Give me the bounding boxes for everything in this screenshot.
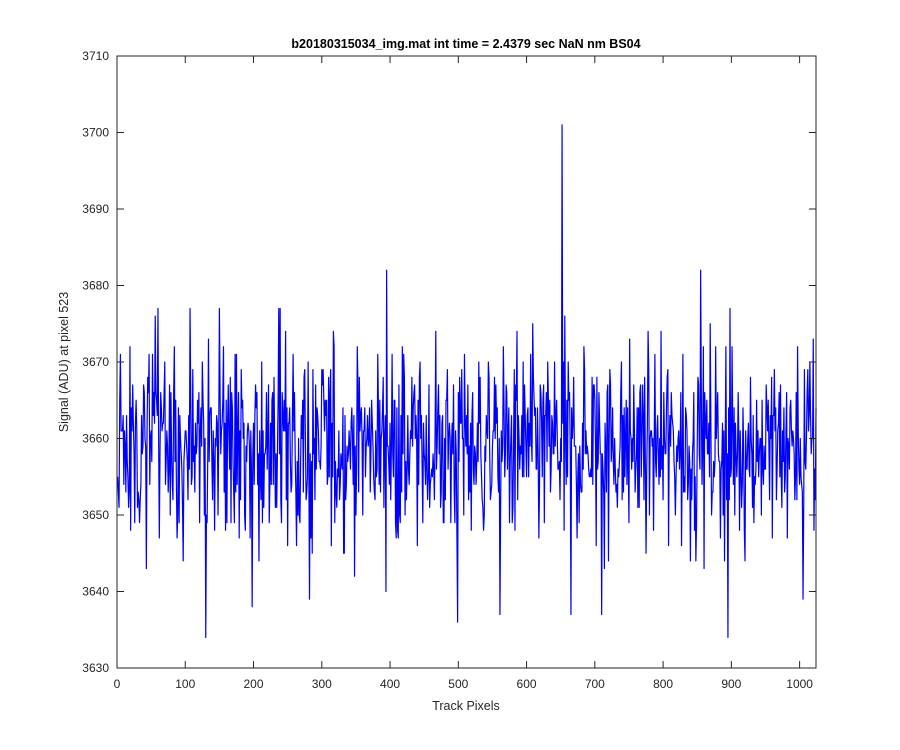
x-tick-label: 800	[653, 677, 673, 691]
y-tick-label: 3640	[82, 585, 109, 599]
y-axis-label: Signal (ADU) at pixel 523	[57, 292, 71, 432]
y-tick-label: 3660	[82, 432, 109, 446]
x-tick-label: 500	[448, 677, 468, 691]
x-tick-label: 400	[380, 677, 400, 691]
x-tick-label: 700	[585, 677, 605, 691]
x-tick-label: 600	[517, 677, 537, 691]
axes-box	[117, 56, 816, 668]
y-tick-label: 3650	[82, 508, 109, 522]
chart-title: b20180315034_img.mat int time = 2.4379 s…	[291, 37, 640, 51]
x-axis-label: Track Pixels	[432, 699, 500, 713]
series-layer	[117, 124, 817, 638]
x-tick-label: 100	[175, 677, 195, 691]
x-tick-label: 900	[721, 677, 741, 691]
y-tick-label: 3670	[82, 355, 109, 369]
y-tick-label: 3710	[82, 49, 109, 63]
x-tick-label: 0	[114, 677, 121, 691]
y-tick-label: 3700	[82, 126, 109, 140]
y-tick-label: 3680	[82, 279, 109, 293]
y-tick-label: 3630	[82, 661, 109, 675]
y-tick-label: 3690	[82, 202, 109, 216]
x-tick-label: 200	[244, 677, 264, 691]
x-tick-label: 300	[312, 677, 332, 691]
tick-layer: 0 100 200 300 400 500 600 700 800 900 1000 3630 3640…	[82, 49, 816, 691]
plot-area: 0 100 200 300 400 500 600 700 800 900 1000 3630 3640…	[82, 49, 817, 691]
signal-series-line	[117, 124, 817, 638]
x-tick-label: 1000	[786, 677, 813, 691]
